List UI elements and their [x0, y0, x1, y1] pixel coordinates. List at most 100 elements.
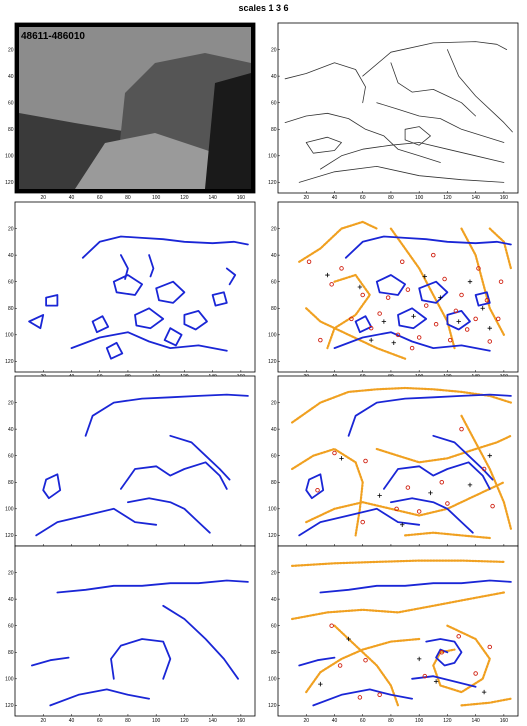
x-tick-label-3: 80 [125, 718, 131, 724]
x-tick-label-5: 120 [443, 195, 452, 201]
circle-marker-9 [490, 503, 495, 509]
plus-marker-9 [422, 274, 428, 279]
x-tick-label-5: 120 [180, 195, 189, 201]
circle-marker-1 [332, 450, 337, 456]
x-tick-label-3: 80 [388, 195, 394, 201]
x-tick-label-2: 60 [360, 718, 366, 724]
y-tick-label-0: 20 [8, 570, 14, 576]
plus-marker-1 [416, 656, 422, 662]
fine-contour-5 [488, 227, 512, 270]
y-tick-label-0: 20 [271, 400, 277, 406]
y-tick-label-5: 120 [268, 703, 277, 709]
circle-marker-26 [476, 266, 481, 271]
axis-frame [14, 22, 256, 194]
fine-contour-3 [432, 624, 491, 694]
circle-marker-0 [306, 259, 312, 265]
circle-marker-11 [405, 485, 411, 490]
x-tick-label-2: 60 [97, 718, 103, 724]
coarse-contour-8 [312, 688, 414, 707]
panel-scale-1-combined: 20 40 60 80 100 120 140 160 20 40 60 80 100 120 [268, 196, 522, 382]
x-tick-label-3: 80 [125, 195, 131, 201]
circle-marker-18 [442, 276, 447, 282]
coarse-contour-10 [390, 497, 474, 534]
coarse-contour-14 [105, 341, 124, 360]
circle-marker-4 [416, 509, 422, 514]
circle-marker-16 [377, 311, 382, 316]
x-tick-label-6: 140 [208, 195, 217, 201]
y-tick-label-3: 80 [271, 480, 277, 486]
plus-marker-4 [318, 681, 323, 687]
circle-marker-5 [395, 332, 401, 338]
fine-contour-4 [305, 307, 407, 360]
plot-background [278, 376, 518, 546]
circle-marker-7 [459, 426, 464, 432]
y-tick-label-0: 20 [271, 226, 277, 232]
circle-marker-6 [473, 671, 478, 676]
scale-1-edges-plot: 20 40 60 80 100 120 140 160 20 40 60 80 100 120 [268, 22, 519, 201]
plus-marker-3 [411, 314, 416, 319]
fine-contour-3 [460, 227, 505, 336]
x-tick-label-7: 160 [500, 195, 509, 201]
plus-marker-4 [487, 453, 492, 458]
edge-contour-5 [298, 165, 505, 183]
plus-marker-1 [357, 284, 363, 290]
coarse-contour-3 [110, 638, 172, 680]
circle-marker-17 [405, 287, 411, 292]
circle-marker-27 [495, 316, 501, 322]
plot-area [15, 202, 255, 372]
edge-contour-2 [284, 112, 441, 163]
coarse-contour-10 [411, 675, 477, 688]
plus-marker-3 [467, 482, 473, 488]
circle-marker-4 [439, 649, 445, 655]
coarse-contour-2 [49, 688, 151, 707]
coarse-contour-10 [120, 254, 129, 280]
photo-plot: 48611-486010 20 40 60 80 100 120 140 160 20 40 60 80… [5, 22, 256, 201]
y-tick-label-2: 60 [8, 279, 14, 285]
panel-scale-6-coarse: 20 40 60 80 100 120 140 160 20 40 60 80 100 120 [5, 540, 259, 726]
coarse-contour-10 [446, 310, 471, 331]
circle-marker-1 [329, 282, 334, 287]
coarse-contour-6 [319, 579, 512, 594]
y-tick-label-4: 100 [5, 677, 14, 683]
plot-area [278, 202, 518, 372]
plus-marker-1 [377, 493, 382, 498]
x-tick-label-2: 60 [360, 195, 366, 201]
y-tick-label-5: 120 [268, 359, 277, 365]
fine-contour-2 [389, 227, 456, 350]
circle-marker-20 [484, 298, 490, 303]
axis-frame [277, 22, 519, 194]
circle-marker-25 [431, 252, 436, 258]
x-tick-label-6: 140 [471, 718, 480, 724]
x-tick-label-6: 140 [471, 195, 480, 201]
figure-title: scales 1 3 6 [238, 3, 289, 13]
circle-marker-12 [487, 339, 493, 344]
circle-marker-7 [423, 303, 429, 308]
edge-contour-3 [446, 49, 513, 133]
coarse-contour-9 [425, 638, 463, 667]
y-tick-label-5: 120 [268, 533, 277, 539]
y-tick-label-0: 20 [8, 226, 14, 232]
coarse-contour-13 [163, 327, 183, 347]
plus-marker-11 [480, 306, 485, 311]
edge-contour-4 [320, 142, 505, 170]
y-tick-label-1: 40 [271, 597, 277, 603]
coarse-contour-8 [298, 507, 421, 537]
plot-area [278, 23, 518, 193]
coarse-contour-0 [84, 393, 249, 437]
axis-frame [14, 201, 256, 373]
plus-marker-4 [438, 295, 443, 300]
circle-marker-10 [360, 519, 365, 525]
x-tick-label-0: 20 [303, 718, 309, 724]
x-tick-label-4: 100 [152, 718, 161, 724]
plus-marker-10 [368, 337, 374, 343]
circle-marker-15 [360, 292, 365, 298]
edge-contour-0 [284, 62, 366, 104]
y-tick-label-0: 20 [271, 47, 277, 53]
x-tick-label-6: 140 [208, 718, 217, 724]
y-tick-label-2: 60 [271, 100, 277, 106]
edge-contour-6 [390, 62, 477, 117]
y-tick-label-1: 40 [8, 427, 14, 433]
x-tick-label-2: 60 [97, 195, 103, 201]
